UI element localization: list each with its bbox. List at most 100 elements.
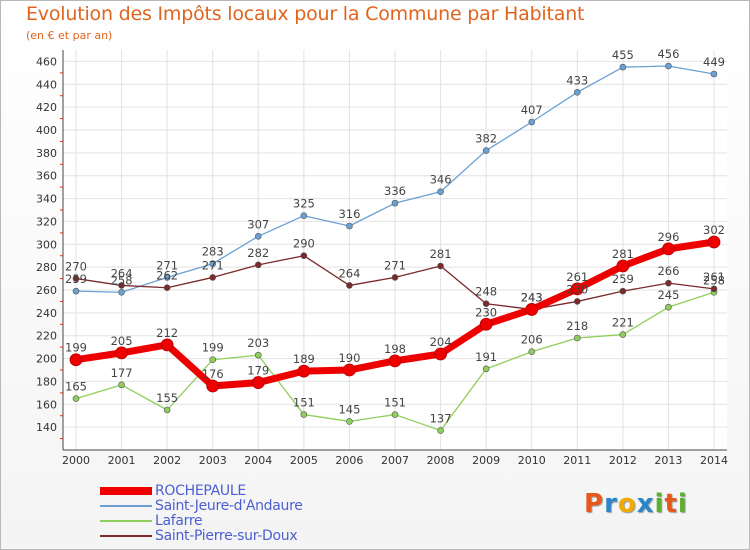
data-point [665,303,672,311]
data-label: 190 [338,351,360,365]
x-tick-label: 2002 [153,454,181,467]
data-point [573,334,581,342]
data-point [619,331,627,338]
data-label: 204 [430,335,452,349]
data-label: 271 [202,258,224,272]
legend-label: Saint-Jeure-d'Andaure [155,498,303,514]
data-label: 325 [293,197,315,211]
data-label: 248 [475,285,497,299]
data-label: 407 [521,103,543,117]
data-label: 270 [65,260,87,274]
data-point [391,274,399,281]
data-label: 245 [657,288,679,302]
x-tick-label: 2009 [472,454,500,467]
data-point [619,63,627,71]
data-label: 258 [111,273,133,287]
data-point [343,363,356,377]
data-point [72,395,80,402]
data-label: 218 [566,319,588,333]
data-point [710,285,718,293]
data-point [482,300,490,308]
data-label: 230 [475,305,497,319]
data-label: 250 [566,282,588,296]
data-point [616,259,630,273]
data-label: 206 [521,333,543,347]
data-point [346,418,353,425]
data-label: 382 [475,132,497,146]
legend-label: Saint-Pierre-sur-Doux [155,528,298,544]
data-point [251,376,265,389]
data-point [665,279,672,287]
data-point [482,365,490,373]
data-label: 165 [65,380,87,394]
data-point [254,261,262,269]
chart-title: Evolution des Impôts locaux pour la Comm… [26,3,585,25]
data-point [479,317,493,331]
data-label: 264 [338,266,360,280]
data-label: 336 [384,184,406,198]
data-point [69,353,83,367]
data-point [528,118,536,126]
data-label: 189 [293,352,315,366]
y-tick-label: 200 [36,353,57,366]
data-label: 302 [703,223,725,237]
proxiti-logo: Proxiti [584,489,688,519]
data-point [434,347,447,361]
data-label: 199 [202,341,224,355]
data-point [573,298,581,305]
legend-swatch [100,505,152,507]
data-label: 151 [293,396,315,410]
data-point [163,284,171,292]
data-point [388,354,402,368]
y-tick-label: 400 [36,124,57,137]
data-label: 243 [521,290,543,304]
data-label: 243 [521,290,543,304]
y-tick-label: 380 [36,147,57,160]
x-tick-label: 2000 [62,454,90,467]
data-point [570,282,584,296]
y-tick-label: 220 [36,330,57,343]
data-label: 271 [156,258,178,272]
data-label: 266 [657,264,679,278]
data-label: 205 [111,334,133,348]
y-tick-label: 360 [36,170,57,183]
data-label: 177 [111,366,133,380]
data-point [525,303,539,316]
data-point [437,262,444,270]
data-point [300,411,308,418]
data-label: 271 [384,258,406,272]
y-tick-label: 440 [36,78,57,91]
data-label: 262 [156,269,178,283]
x-tick-label: 2001 [108,454,136,467]
data-point [254,232,262,240]
x-tick-label: 2003 [199,454,227,467]
data-point [209,274,217,281]
y-tick-label: 140 [36,421,57,434]
logo-letter: i [654,489,665,519]
data-label: 176 [202,367,224,381]
data-point [118,282,125,289]
data-label: 151 [384,396,406,410]
legend-swatch [100,487,152,495]
data-point [346,282,353,289]
data-label: 281 [612,247,634,261]
legend-swatch [100,520,152,522]
data-point [573,88,581,96]
y-tick-label: 280 [36,261,57,274]
data-label: 346 [430,173,452,187]
data-point [209,260,217,268]
legend-swatch [100,535,152,537]
x-tick-label: 2008 [427,454,455,467]
data-point [160,338,174,352]
data-point [528,348,536,356]
logo-letter: t [664,489,678,519]
data-label: 137 [430,412,452,426]
data-label: 456 [657,47,679,61]
logo-letter: o [617,489,637,519]
data-point [209,356,217,364]
data-point [391,411,399,418]
data-label: 261 [703,270,725,284]
data-point [391,199,399,207]
data-label: 282 [247,246,269,260]
